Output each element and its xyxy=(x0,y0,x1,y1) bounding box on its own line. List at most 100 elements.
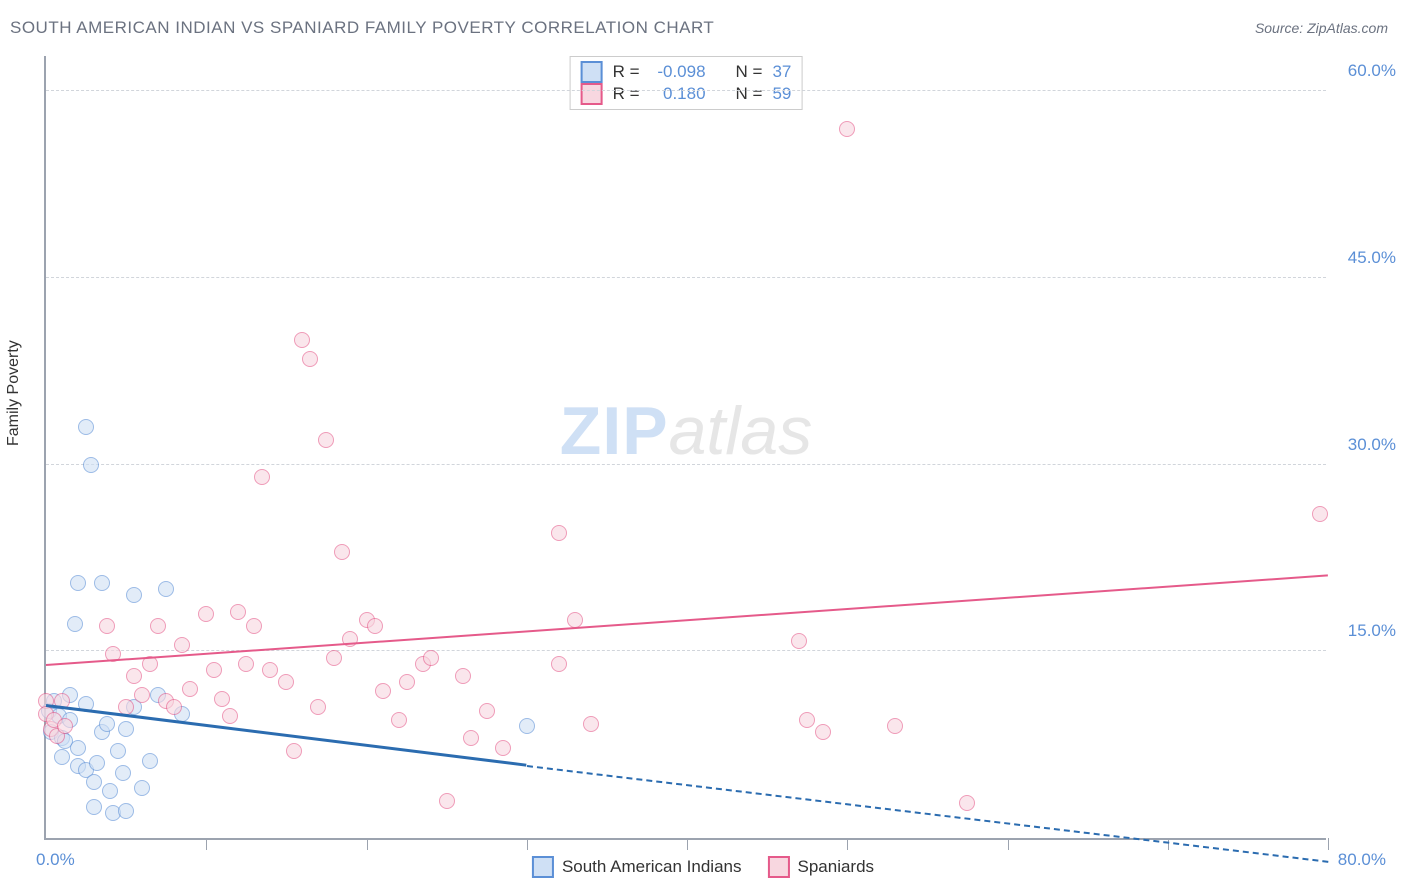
data-point xyxy=(126,668,142,684)
x-tick xyxy=(687,838,688,850)
data-point xyxy=(799,712,815,728)
grid-line xyxy=(46,277,1326,278)
data-point xyxy=(67,616,83,632)
data-point xyxy=(57,718,73,734)
data-point xyxy=(278,674,294,690)
legend-swatch xyxy=(532,856,554,878)
data-point xyxy=(334,544,350,560)
data-point xyxy=(423,650,439,666)
grid-line xyxy=(46,464,1326,465)
data-point xyxy=(54,749,70,765)
x-tick xyxy=(1328,838,1329,850)
x-tick xyxy=(367,838,368,850)
data-point xyxy=(78,419,94,435)
x-tick xyxy=(847,838,848,850)
data-point xyxy=(463,730,479,746)
r-label: R = xyxy=(613,62,640,82)
data-point xyxy=(551,525,567,541)
data-point xyxy=(791,633,807,649)
data-point xyxy=(158,581,174,597)
y-tick-label: 60.0% xyxy=(1336,61,1396,81)
chart-plot-area: ZIPatlas R =-0.098N =37R =0.180N =59 15.… xyxy=(44,56,1326,840)
data-point xyxy=(479,703,495,719)
data-point xyxy=(815,724,831,740)
data-point xyxy=(118,803,134,819)
data-point xyxy=(326,650,342,666)
trend-line xyxy=(527,765,1328,863)
data-point xyxy=(118,721,134,737)
x-min-label: 0.0% xyxy=(36,850,75,870)
data-point xyxy=(134,687,150,703)
legend-series-label: Spaniards xyxy=(798,857,875,877)
r-label: R = xyxy=(613,84,640,104)
data-point xyxy=(254,469,270,485)
n-value: 37 xyxy=(772,62,791,82)
data-point xyxy=(439,793,455,809)
data-point xyxy=(102,783,118,799)
data-point xyxy=(551,656,567,672)
data-point xyxy=(99,716,115,732)
data-point xyxy=(887,718,903,734)
data-point xyxy=(166,699,182,715)
source-attribution: Source: ZipAtlas.com xyxy=(1255,20,1388,36)
data-point xyxy=(134,780,150,796)
correlation-legend: R = -0.098 N = 37 R = 0.180 N = 59 xyxy=(570,56,803,110)
data-point xyxy=(206,662,222,678)
legend-swatch xyxy=(581,83,603,105)
data-point xyxy=(302,351,318,367)
data-point xyxy=(262,662,278,678)
watermark: ZIPatlas xyxy=(560,392,812,470)
data-point xyxy=(115,765,131,781)
data-point xyxy=(70,740,86,756)
data-point xyxy=(246,618,262,634)
data-point xyxy=(230,604,246,620)
legend-swatch xyxy=(768,856,790,878)
data-point xyxy=(126,587,142,603)
data-point xyxy=(198,606,214,622)
data-point xyxy=(495,740,511,756)
x-tick xyxy=(1008,838,1009,850)
legend-correlation-row: R = -0.098 N = 37 xyxy=(581,61,792,83)
watermark-atlas: atlas xyxy=(669,393,813,469)
data-point xyxy=(399,674,415,690)
series-legend: South American Indians Spaniards xyxy=(532,856,874,878)
r-value: 0.180 xyxy=(650,84,706,104)
x-tick xyxy=(527,838,528,850)
x-tick xyxy=(1168,838,1169,850)
data-point xyxy=(174,637,190,653)
data-point xyxy=(182,681,198,697)
data-point xyxy=(222,708,238,724)
data-point xyxy=(214,691,230,707)
data-point xyxy=(83,457,99,473)
data-point xyxy=(310,699,326,715)
data-point xyxy=(286,743,302,759)
data-point xyxy=(583,716,599,732)
data-point xyxy=(94,575,110,591)
data-point xyxy=(391,712,407,728)
legend-swatch xyxy=(581,61,603,83)
legend-series-item: South American Indians xyxy=(532,856,742,878)
data-point xyxy=(375,683,391,699)
data-point xyxy=(294,332,310,348)
r-value: -0.098 xyxy=(650,62,706,82)
data-point xyxy=(86,799,102,815)
data-point xyxy=(99,618,115,634)
y-tick-label: 15.0% xyxy=(1336,621,1396,641)
n-label: N = xyxy=(736,84,763,104)
legend-series-item: Spaniards xyxy=(768,856,875,878)
y-tick-label: 45.0% xyxy=(1336,248,1396,268)
y-tick-label: 30.0% xyxy=(1336,435,1396,455)
watermark-zip: ZIP xyxy=(560,393,669,469)
data-point xyxy=(89,755,105,771)
data-point xyxy=(318,432,334,448)
data-point xyxy=(86,774,102,790)
legend-series-label: South American Indians xyxy=(562,857,742,877)
data-point xyxy=(150,618,166,634)
data-point xyxy=(70,575,86,591)
data-point xyxy=(959,795,975,811)
data-point xyxy=(455,668,471,684)
n-value: 59 xyxy=(772,84,791,104)
n-label: N = xyxy=(736,62,763,82)
data-point xyxy=(519,718,535,734)
data-point xyxy=(142,753,158,769)
